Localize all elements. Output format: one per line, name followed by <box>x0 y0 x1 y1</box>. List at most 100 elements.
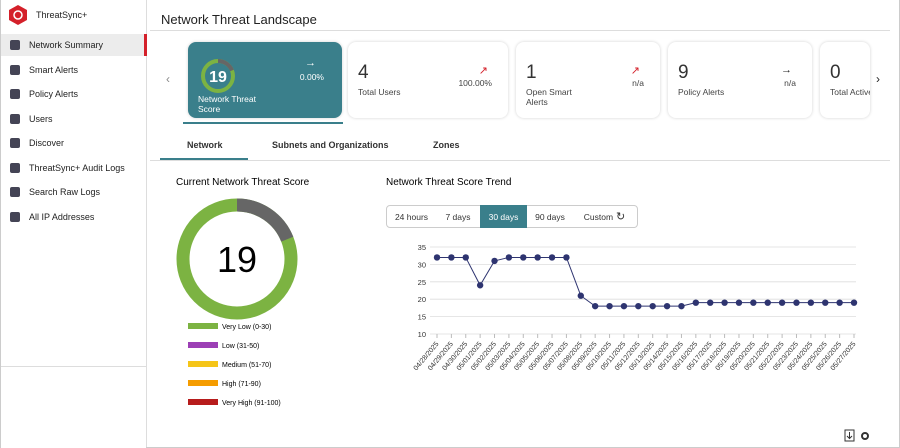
point <box>520 254 527 261</box>
tab[interactable]: Network <box>187 140 223 150</box>
trend-icon: → <box>781 64 792 76</box>
metric-card[interactable]: 19 Network Threat Score 0.00% → <box>188 42 342 118</box>
legend-label: Very Low (0-30) <box>222 324 271 331</box>
nav-icon <box>10 64 20 75</box>
trend-icon: → <box>305 57 316 69</box>
point <box>750 299 757 306</box>
point <box>663 302 671 310</box>
point <box>721 299 728 306</box>
brand: ThreatSync+ <box>36 10 88 20</box>
tab[interactable]: Zones <box>433 140 460 150</box>
nav-item[interactable]: Search Raw Logs <box>1 181 147 203</box>
point <box>591 302 599 310</box>
nav-item[interactable]: All IP Addresses <box>1 206 147 228</box>
nav-icon <box>10 89 20 99</box>
divider <box>150 160 890 161</box>
nav-item[interactable]: Discover <box>1 132 147 154</box>
point <box>807 299 815 306</box>
range-button[interactable]: Custom ↻ <box>583 211 626 223</box>
chart-title: Network Threat Score Trend <box>386 177 511 188</box>
y-tick-label: 30 <box>418 260 426 269</box>
metric-card[interactable]: 0 Total Active Devices <box>820 42 870 118</box>
divider <box>150 30 890 31</box>
nav-item[interactable]: Users <box>1 108 147 130</box>
ring-value <box>201 59 235 93</box>
card-value: 4 <box>358 62 369 83</box>
range-button[interactable]: 90 days <box>535 211 565 222</box>
page-title: Network Threat Landscape <box>161 12 317 27</box>
legend-label: Low (31-50) <box>222 343 259 350</box>
point <box>433 254 441 261</box>
card-label: Network Threat Score <box>198 94 256 114</box>
metric-card[interactable]: 9 Policy Alerts n/a → <box>668 42 812 118</box>
nav-icon <box>10 162 20 173</box>
point <box>793 299 800 306</box>
point <box>764 299 771 306</box>
legend-label: High (71-90) <box>222 381 261 388</box>
point <box>606 302 613 310</box>
nav-icon <box>10 187 20 197</box>
card-change: 100.00% <box>458 78 492 88</box>
card-change: 0.00% <box>299 72 324 82</box>
nav-icon <box>10 40 20 50</box>
nav-item[interactable]: ThreatSync+ Audit Logs <box>1 157 147 179</box>
score-ring: 19 <box>201 59 235 93</box>
legend-swatch <box>188 380 218 386</box>
point <box>649 302 656 310</box>
range-button[interactable]: 7 days <box>445 211 471 222</box>
point <box>735 299 743 306</box>
point <box>822 299 829 306</box>
trend-icon: ↗ <box>630 65 640 77</box>
card-label: Total Users <box>358 87 401 97</box>
logo <box>9 5 27 25</box>
card-underline <box>183 122 343 124</box>
refresh-icon: ↻ <box>616 211 626 223</box>
point <box>836 299 843 306</box>
nav-item[interactable]: Network Summary <box>1 34 147 56</box>
point <box>548 254 556 261</box>
tab-underline <box>160 158 248 160</box>
y-tick-label: 25 <box>418 278 426 287</box>
nav-icon <box>10 138 20 148</box>
point <box>620 302 628 310</box>
chart-title: Current Network Threat Score <box>176 177 310 188</box>
point <box>491 257 498 265</box>
card-value: 19 <box>209 69 227 86</box>
y-tick-label: 15 <box>418 313 426 322</box>
gauge-value <box>176 198 298 320</box>
point <box>678 302 685 310</box>
trend-icon: ↗ <box>478 65 488 77</box>
card-value: 0 <box>830 62 841 83</box>
nav-icon <box>10 113 20 124</box>
footer-icons[interactable] <box>844 429 874 443</box>
gauge-label: 19 <box>217 239 257 280</box>
tab[interactable]: Subnets and Organizations <box>272 140 389 150</box>
legend-swatch <box>188 361 218 367</box>
prev-arrow[interactable]: ‹ <box>166 72 170 86</box>
y-tick-label: 10 <box>418 330 426 339</box>
point <box>635 302 642 310</box>
nav-item[interactable]: Policy Alerts <box>1 83 147 105</box>
legend-swatch <box>188 323 218 329</box>
card-value: 9 <box>678 62 689 83</box>
metric-card[interactable]: 1 Open Smart Alerts n/a ↗ <box>516 42 660 118</box>
sidebar: ThreatSync+ Network Summary Smart Alerts P… <box>0 0 147 448</box>
point <box>692 299 700 306</box>
nav-item[interactable]: Smart Alerts <box>1 59 147 81</box>
point <box>505 254 513 261</box>
range-button[interactable]: 30 days <box>480 205 527 228</box>
point <box>778 299 786 306</box>
card-change: n/a <box>784 78 796 88</box>
card-label: Policy Alerts <box>678 87 725 97</box>
y-tick-label: 35 <box>418 243 426 252</box>
range-button[interactable]: 24 hours <box>394 211 429 222</box>
point <box>448 254 455 261</box>
nav-icon <box>10 211 20 222</box>
point <box>563 254 570 261</box>
legend-swatch <box>188 399 218 405</box>
next-arrow[interactable]: › <box>876 72 880 86</box>
metric-card[interactable]: 4 Total Users 100.00% ↗ <box>348 42 508 118</box>
card-change: n/a <box>632 78 644 88</box>
point <box>534 254 541 261</box>
